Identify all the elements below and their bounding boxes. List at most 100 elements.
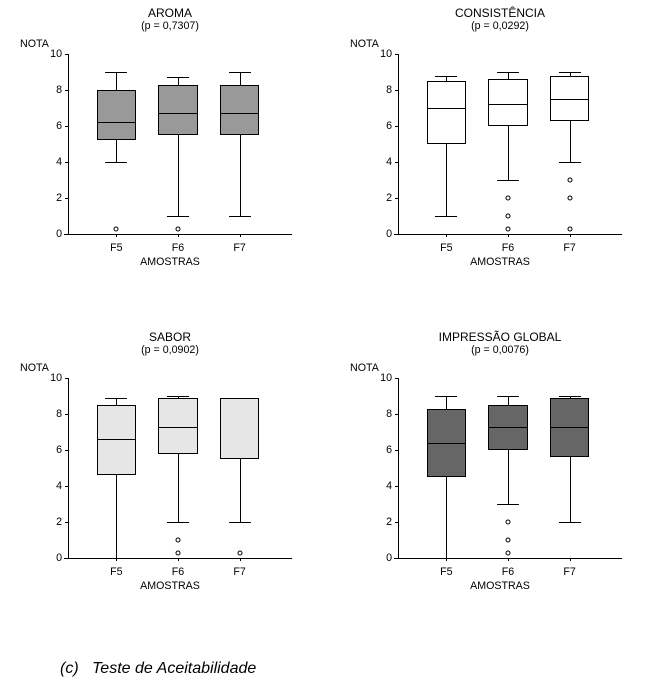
xtick-mark [508,234,509,237]
y-axis-label: NOTA [350,362,379,374]
y-axis-label: NOTA [350,38,379,50]
xtick-mark [570,558,571,561]
ytick-label: 6 [386,444,392,456]
xtick-mark [240,558,241,561]
xtick-label: F5 [110,242,122,254]
plot-area: 0246810F5F6F7 [68,378,288,558]
whisker-cap-lower [167,522,189,523]
caption-text: Teste de Aceitabilidade [92,660,256,677]
whisker-cap-lower [497,504,519,505]
xtick-label: F7 [233,242,245,254]
box [97,90,137,140]
ytick-mark [65,378,68,379]
whisker-upper [446,396,447,409]
whisker-upper [240,72,241,85]
xtick-label: F6 [172,566,184,578]
median-line [158,113,198,114]
whisker-lower [570,121,571,162]
whisker-cap-lower [435,216,457,217]
outlier [237,550,242,555]
ytick-label: 2 [386,516,392,528]
outlier [506,538,511,543]
ytick-label: 10 [50,48,62,60]
ytick-label: 4 [386,156,392,168]
y-axis [398,54,399,234]
xtick-mark [240,234,241,237]
ytick-label: 0 [386,228,392,240]
ytick-mark [395,558,398,559]
whisker-cap-upper [229,72,251,73]
whisker-lower [570,457,571,522]
box [488,79,528,126]
ytick-mark [395,198,398,199]
ytick-mark [395,450,398,451]
ytick-label: 10 [380,372,392,384]
x-axis-label: AMOSTRAS [350,256,650,268]
outlier [506,214,511,219]
figure-caption: (c) Teste de Aceitabilidade [60,660,256,678]
median-line [158,427,198,428]
whisker-cap-upper [435,396,457,397]
ytick-mark [65,234,68,235]
ytick-label: 0 [56,228,62,240]
median-line [427,443,467,444]
y-axis [68,54,69,234]
xtick-mark [446,234,447,237]
outlier [506,226,511,231]
chart-title: SABOR [20,330,320,344]
x-axis-label: AMOSTRAS [20,580,320,592]
whisker-upper [116,72,117,90]
whisker-cap-lower [105,162,127,163]
y-axis-label: NOTA [20,38,49,50]
whisker-cap-upper [105,72,127,73]
xtick-label: F5 [440,242,452,254]
chart-title: CONSISTÊNCIA [350,6,650,20]
xtick-label: F6 [172,242,184,254]
whisker-cap-upper [105,398,127,399]
whisker-lower [116,140,117,162]
whisker-lower [508,450,509,504]
panel-aroma: AROMA(p = 0,7307)NOTA0246810F5F6F7AMOSTR… [20,6,320,266]
ytick-label: 8 [56,408,62,420]
outlier [176,538,181,543]
median-line [488,104,528,105]
ytick-mark [395,162,398,163]
xtick-mark [508,558,509,561]
ytick-mark [65,522,68,523]
ytick-mark [395,486,398,487]
plot-area: 0246810F5F6F7 [398,54,618,234]
ytick-mark [65,558,68,559]
y-axis [398,378,399,558]
whisker-cap-upper [559,72,581,73]
outlier [176,226,181,231]
median-line [427,108,467,109]
whisker-cap-upper [167,77,189,78]
chart-title: AROMA [20,6,320,20]
outlier [176,550,181,555]
caption-label: (c) [60,660,79,677]
plot-area: 0246810F5F6F7 [68,54,288,234]
median-line [550,427,590,428]
ytick-mark [395,378,398,379]
outlier [506,520,511,525]
ytick-label: 2 [386,192,392,204]
x-axis-label: AMOSTRAS [350,580,650,592]
ytick-label: 8 [56,84,62,96]
ytick-label: 4 [56,156,62,168]
ytick-mark [65,450,68,451]
outlier [506,550,511,555]
ytick-label: 8 [386,408,392,420]
whisker-cap-lower [105,558,127,559]
whisker-cap-lower [167,216,189,217]
ytick-label: 2 [56,192,62,204]
xtick-label: F5 [440,566,452,578]
ytick-mark [65,162,68,163]
whisker-upper [116,398,117,405]
xtick-label: F5 [110,566,122,578]
ytick-label: 6 [386,120,392,132]
ytick-label: 8 [386,84,392,96]
whisker-cap-lower [229,216,251,217]
outlier [567,226,572,231]
median-line [550,99,590,100]
xtick-mark [178,234,179,237]
